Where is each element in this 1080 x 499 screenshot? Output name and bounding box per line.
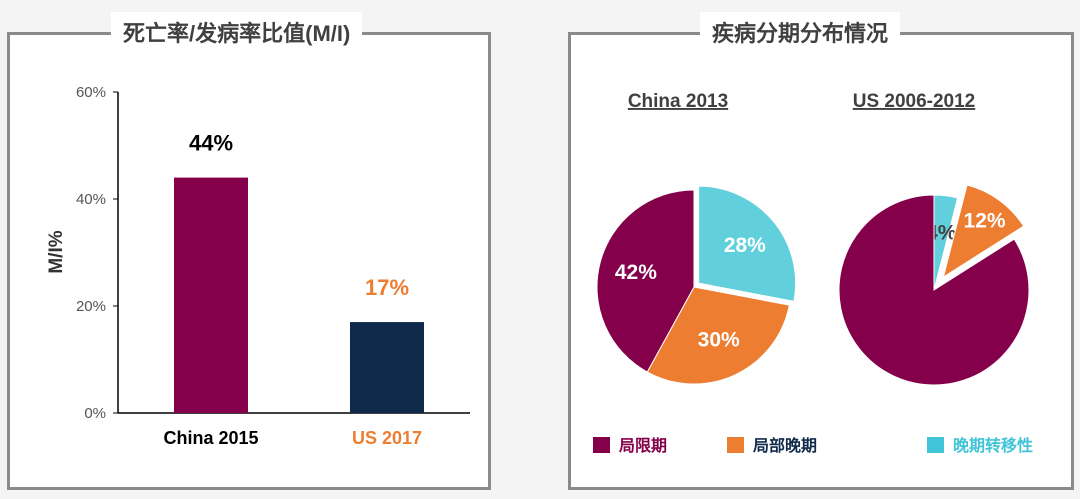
x-tick-label: US 2017 xyxy=(352,428,422,448)
legend-swatch xyxy=(927,437,944,453)
legend-label: 局部晚期 xyxy=(753,436,817,455)
pie-title: US 2006-2012 xyxy=(853,91,976,112)
pie-slice xyxy=(942,184,1025,279)
legend-swatch xyxy=(727,437,744,453)
data-label: 17% xyxy=(365,275,409,300)
y-tick-label: 60% xyxy=(76,84,106,101)
slice-label: 12% xyxy=(964,209,1006,232)
pie-slice xyxy=(646,286,790,385)
slice-label: 28% xyxy=(724,234,766,257)
y-tick-label: 40% xyxy=(76,191,106,208)
slice-label: 84% xyxy=(856,382,898,405)
pie-slice xyxy=(698,185,797,302)
left-panel-title: 死亡率/发病率比值(M/I) xyxy=(111,12,363,52)
right-panel-title: 疾病分期分布情况 xyxy=(700,12,901,52)
pie-title: China 2013 xyxy=(628,91,728,112)
pie-slice xyxy=(838,194,1030,386)
slice-label: 42% xyxy=(615,261,657,284)
y-tick-label: 0% xyxy=(84,405,106,422)
slice-label: 30% xyxy=(698,328,740,351)
pie-slice xyxy=(596,189,695,373)
x-tick-label: China 2015 xyxy=(163,428,258,448)
y-tick-label: 20% xyxy=(76,298,106,315)
bar-0 xyxy=(174,177,248,413)
data-label: 44% xyxy=(189,131,233,156)
y-axis-label: M/I% xyxy=(46,230,67,273)
legend-label: 局限期 xyxy=(619,436,667,455)
legend-label: 晚期转移性 xyxy=(953,436,1033,455)
legend-swatch xyxy=(593,437,610,453)
bar-1 xyxy=(350,322,424,413)
